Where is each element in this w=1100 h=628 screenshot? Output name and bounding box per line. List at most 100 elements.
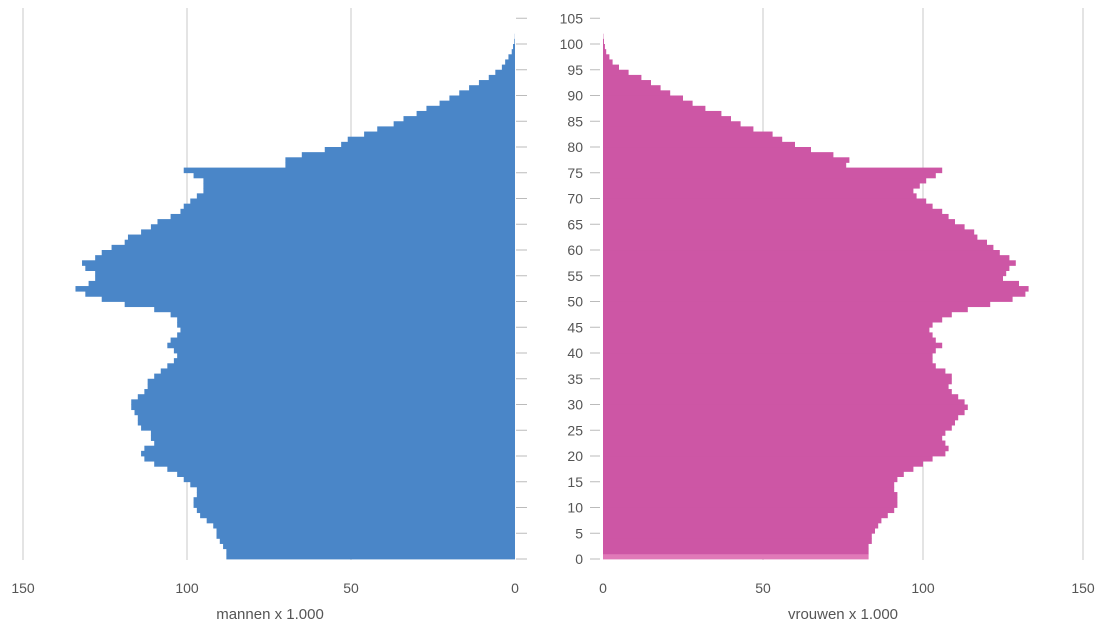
female-bar-age-34 bbox=[603, 378, 952, 385]
male-bar-age-91 bbox=[469, 85, 515, 91]
male-bar-age-96 bbox=[505, 59, 515, 65]
female-bar-age-64 bbox=[603, 224, 965, 230]
male-bar-age-48 bbox=[154, 306, 515, 313]
male-bar-age-8 bbox=[200, 512, 515, 519]
male-bar-age-71 bbox=[203, 188, 515, 194]
female-bar-age-45 bbox=[603, 322, 933, 328]
male-bar-age-88 bbox=[439, 100, 515, 107]
female-bar-age-44 bbox=[603, 327, 930, 333]
female-x-tick-100: 100 bbox=[911, 580, 935, 596]
male-bar-age-65 bbox=[157, 219, 516, 225]
female-bar-age-43 bbox=[603, 332, 933, 338]
male-bar-age-20 bbox=[141, 450, 515, 457]
female-bar-age-97 bbox=[603, 54, 610, 60]
male-bar-age-57 bbox=[82, 260, 515, 266]
female-bar-age-54 bbox=[603, 275, 1003, 282]
male-axis-title: mannen x 1.000 bbox=[216, 606, 324, 623]
female-bar-age-67 bbox=[603, 208, 943, 215]
male-bar-age-36 bbox=[160, 368, 515, 374]
male-bar-age-1 bbox=[226, 548, 516, 555]
male-x-tick-0: 0 bbox=[511, 580, 519, 596]
female-bar-age-100 bbox=[603, 38, 604, 45]
age-tick-label-70: 70 bbox=[567, 191, 583, 207]
female-bar-age-51 bbox=[603, 291, 1026, 297]
female-bar-age-23 bbox=[603, 435, 943, 441]
female-bar-age-36 bbox=[603, 368, 946, 374]
female-bar-age-57 bbox=[603, 260, 1016, 266]
female-bar-age-40 bbox=[603, 347, 936, 354]
male-bar-age-27 bbox=[137, 414, 516, 421]
female-bar-age-56 bbox=[603, 265, 1010, 271]
age-tick-label-35: 35 bbox=[567, 371, 583, 387]
female-bar-age-4 bbox=[603, 533, 872, 539]
male-bar-age-24 bbox=[150, 430, 516, 436]
male-bar-age-15 bbox=[183, 476, 515, 483]
female-bar-age-86 bbox=[603, 110, 722, 117]
age-tick-label-105: 105 bbox=[560, 10, 584, 26]
age-tick-label-80: 80 bbox=[567, 139, 583, 155]
male-bar-age-44 bbox=[180, 327, 515, 333]
female-bar-age-77 bbox=[603, 157, 850, 163]
male-bar-age-72 bbox=[203, 183, 515, 189]
male-bar-age-99 bbox=[513, 44, 515, 50]
male-bar-age-95 bbox=[501, 64, 515, 71]
male-bar-age-86 bbox=[416, 110, 515, 117]
female-bar-age-35 bbox=[603, 373, 952, 380]
male-bar-age-63 bbox=[141, 229, 515, 235]
male-bar-age-61 bbox=[124, 239, 516, 246]
male-bar-age-9 bbox=[196, 507, 515, 514]
female-bar-age-73 bbox=[603, 177, 927, 184]
female-bar-age-75 bbox=[603, 167, 943, 174]
female-bar-age-71 bbox=[603, 188, 914, 194]
female-bar-age-17 bbox=[603, 466, 914, 472]
age-tick-label-45: 45 bbox=[567, 319, 583, 335]
female-bar-age-38 bbox=[603, 358, 933, 364]
female-bar-age-42 bbox=[603, 337, 936, 344]
male-bar-age-76 bbox=[285, 162, 515, 168]
male-bar-age-22 bbox=[154, 440, 515, 447]
female-bar-age-93 bbox=[603, 74, 642, 81]
age-tick-label-90: 90 bbox=[567, 88, 583, 104]
male-bar-age-68 bbox=[183, 203, 515, 210]
male-bar-age-35 bbox=[154, 373, 515, 380]
male-bar-age-97 bbox=[508, 54, 515, 60]
female-x-tick-150: 150 bbox=[1071, 580, 1095, 596]
female-bar-age-46 bbox=[603, 316, 943, 323]
female-bar-age-62 bbox=[603, 234, 978, 241]
male-bar-age-82 bbox=[364, 131, 515, 138]
male-bar-age-14 bbox=[190, 481, 515, 488]
male-bar-age-77 bbox=[285, 157, 515, 163]
male-bar-age-56 bbox=[85, 265, 515, 271]
female-bar-age-78 bbox=[603, 152, 834, 158]
male-bar-age-60 bbox=[111, 244, 515, 251]
male-bar-age-59 bbox=[101, 250, 515, 256]
male-bar-age-93 bbox=[488, 74, 515, 81]
female-bar-age-9 bbox=[603, 507, 895, 514]
female-bar-age-59 bbox=[603, 250, 1000, 256]
female-bar-age-55 bbox=[603, 270, 1007, 277]
female-bars bbox=[603, 33, 1029, 560]
female-bar-age-25 bbox=[603, 425, 952, 431]
male-bar-age-67 bbox=[180, 208, 515, 215]
female-bar-age-95 bbox=[603, 64, 619, 71]
female-bar-age-94 bbox=[603, 69, 629, 76]
male-bar-age-5 bbox=[216, 528, 515, 534]
female-bar-age-83 bbox=[603, 126, 754, 132]
male-bar-age-98 bbox=[511, 49, 515, 55]
male-x-tick-150: 150 bbox=[11, 580, 35, 596]
male-bar-age-81 bbox=[347, 136, 515, 143]
female-bar-age-68 bbox=[603, 203, 933, 210]
female-x-axis: 0 50 100 150 bbox=[599, 580, 1095, 596]
female-bar-age-48 bbox=[603, 306, 968, 313]
female-bar-age-69 bbox=[603, 198, 927, 205]
male-bar-age-33 bbox=[147, 383, 515, 390]
male-bar-age-69 bbox=[190, 198, 515, 205]
female-bar-age-52 bbox=[603, 286, 1029, 292]
age-tick-label-10: 10 bbox=[567, 500, 583, 516]
male-bar-age-51 bbox=[85, 291, 515, 297]
female-bar-age-16 bbox=[603, 471, 904, 477]
age-tick-label-30: 30 bbox=[567, 397, 583, 413]
male-bar-age-85 bbox=[403, 116, 515, 122]
male-bar-age-100 bbox=[514, 38, 515, 45]
